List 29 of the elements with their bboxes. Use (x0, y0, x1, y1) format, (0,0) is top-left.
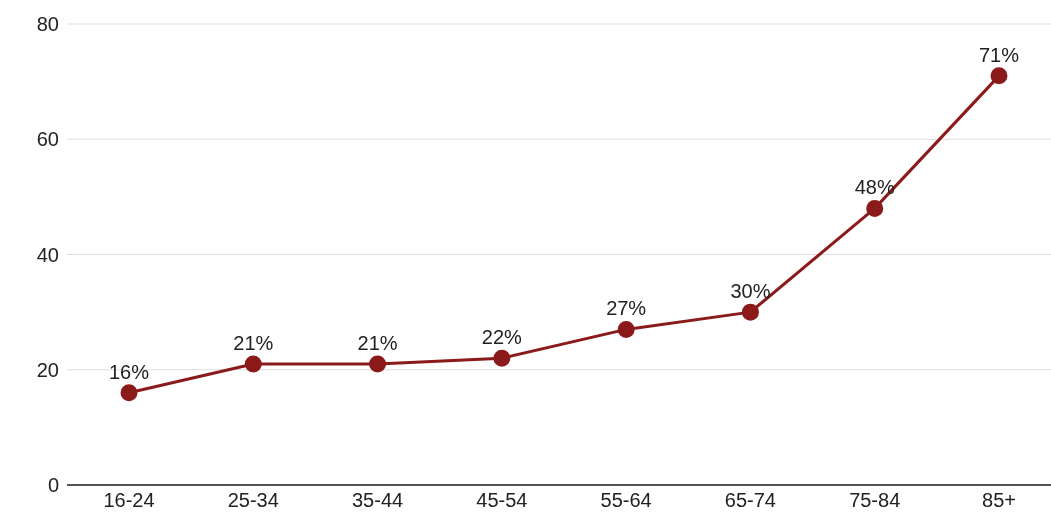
x-tick-label: 16-24 (103, 489, 155, 512)
data-label: 71% (978, 43, 1020, 66)
y-tick-label: 40 (36, 243, 59, 266)
data-label: 16% (108, 360, 150, 383)
x-tick-label: 75-84 (849, 489, 901, 512)
x-tick-label: 35-44 (351, 489, 404, 512)
data-label: 27% (606, 297, 647, 320)
point (244, 355, 262, 373)
y-tick-label: 20 (36, 358, 59, 381)
x-tick-label: 55-64 (600, 489, 652, 512)
point (120, 384, 138, 402)
x-tick-label: 65-74 (724, 489, 777, 512)
data-label: 21% (233, 331, 274, 354)
data-label: 22% (481, 326, 523, 349)
x-tick-label: 85+ (982, 489, 1016, 512)
point (617, 320, 635, 338)
data-label: 21% (357, 331, 398, 354)
point (369, 355, 387, 373)
point (990, 67, 1008, 85)
point (741, 303, 759, 321)
point (493, 349, 511, 367)
point (866, 199, 884, 217)
y-tick-label: 60 (36, 128, 59, 151)
y-tick-label: 0 (47, 474, 59, 497)
data-label: 48% (854, 176, 895, 199)
x-tick-label: 45-54 (476, 489, 528, 512)
y-tick-label: 80 (36, 13, 59, 36)
x-tick-label: 25-34 (227, 489, 279, 512)
data-label: 30% (730, 280, 771, 303)
